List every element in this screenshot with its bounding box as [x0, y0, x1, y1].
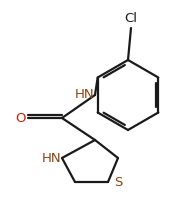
Text: Cl: Cl [125, 12, 138, 24]
Text: O: O [16, 111, 26, 125]
Text: S: S [114, 177, 122, 190]
Text: HN: HN [75, 88, 95, 101]
Text: HN: HN [42, 153, 62, 165]
